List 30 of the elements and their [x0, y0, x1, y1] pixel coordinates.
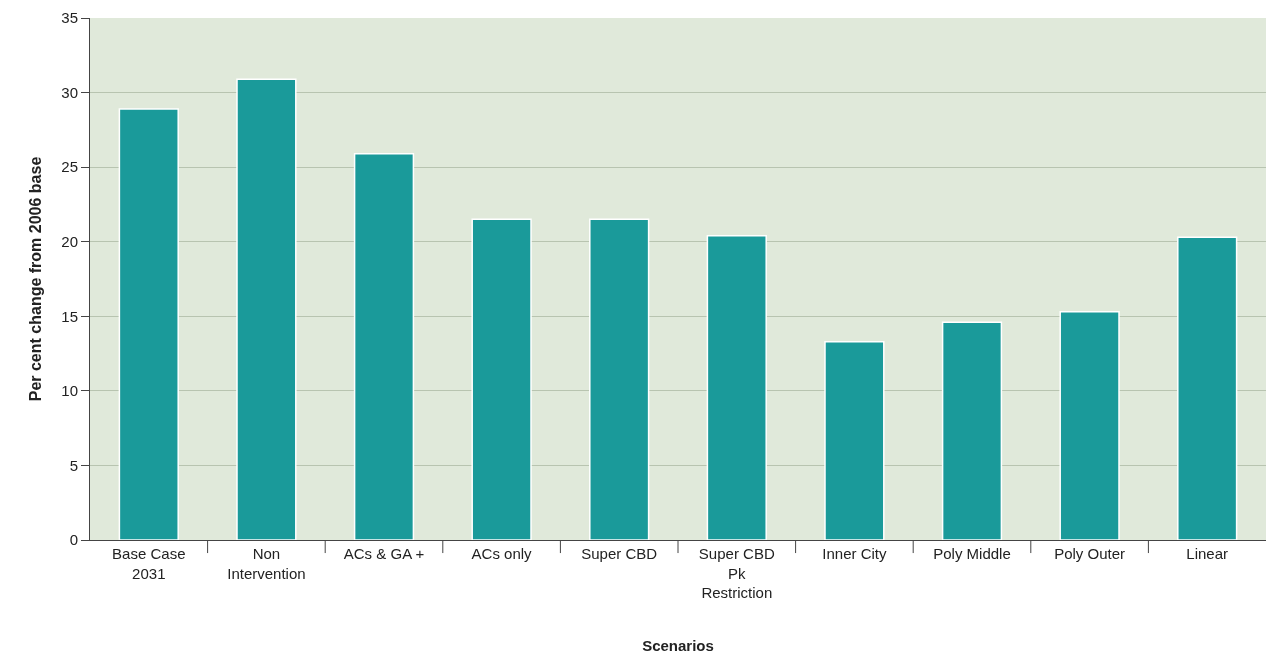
x-tick-label: Linear: [1186, 545, 1229, 562]
bar: [941, 321, 1003, 540]
bar: [1177, 236, 1238, 540]
y-tick-label: 10: [61, 382, 78, 400]
x-tick-label: Poly Outer: [1054, 545, 1126, 562]
y-tick-label: 20: [61, 232, 78, 250]
bar: [118, 108, 179, 540]
bar: [471, 218, 532, 540]
x-axis-title: Scenarios: [642, 637, 714, 654]
bar: [706, 235, 767, 540]
x-tick-label: ACs only: [471, 545, 533, 562]
x-tick-label: Poly Middle: [933, 545, 1011, 562]
bar: [353, 152, 415, 540]
y-tick-label: 0: [69, 531, 78, 549]
bar: [824, 340, 885, 540]
x-tick-label: Inner City: [822, 545, 887, 562]
y-axis-title: Per cent change from 2006 base: [27, 156, 45, 402]
y-tick-label: 25: [61, 158, 78, 176]
y-tick-label: 15: [61, 307, 78, 325]
bar: [589, 218, 650, 540]
bar: [1059, 311, 1120, 540]
x-tick-label: ACs & GA +: [343, 545, 425, 562]
y-tick-label: 35: [61, 9, 78, 27]
y-tick-label: 30: [61, 83, 78, 101]
bar: [236, 78, 297, 540]
x-tick-label: Non Intervention: [227, 545, 306, 582]
y-tick-label: 5: [69, 456, 78, 474]
x-tick-label: Super CBD Pk Restriction: [698, 545, 775, 601]
x-tick-label: Super CBD: [581, 545, 658, 562]
x-tick-label: Base Case 2031: [112, 545, 186, 582]
